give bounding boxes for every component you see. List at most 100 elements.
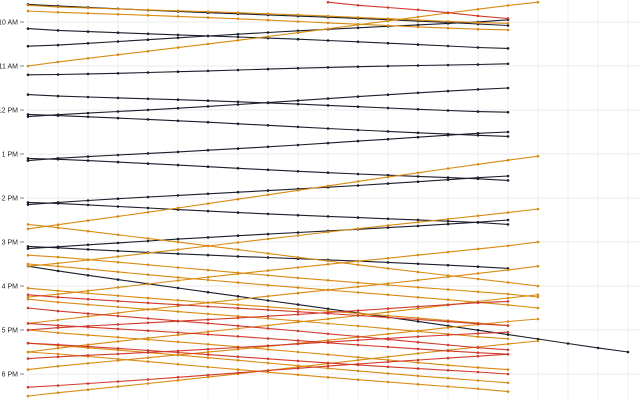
train-stop-4-0	[26, 157, 30, 160]
train-stop-26-5	[176, 248, 180, 251]
train-stop-1-14	[446, 44, 450, 48]
train-stop-11-11	[176, 150, 180, 154]
train-stop-25-8	[266, 193, 270, 197]
train-stop-3-4	[146, 118, 150, 121]
train-stop-19-11	[356, 312, 360, 315]
train-stop-33-10	[326, 332, 330, 336]
train-stop-23-12	[386, 380, 390, 384]
train-stop-18-12	[386, 293, 390, 297]
train-stop-4-6	[206, 165, 210, 168]
train-line-17	[27, 254, 539, 298]
train-stop-8-12	[146, 38, 150, 41]
train-stop-22-6	[206, 356, 210, 360]
train-stop-30-4	[146, 356, 150, 360]
train-stop-15-6	[206, 16, 210, 19]
train-stop-5-8	[266, 212, 270, 216]
train-stop-6-7	[236, 255, 240, 258]
train-stop-8-7	[296, 29, 300, 33]
train-stop-23-10	[326, 376, 330, 379]
train-stop-38-4	[146, 378, 150, 381]
train-stop-23-4	[146, 360, 150, 363]
train-stop-17-15	[476, 290, 480, 294]
train-stop-11-12	[146, 152, 150, 155]
train-stop-26-14	[446, 217, 450, 221]
train-stop-14-0	[26, 4, 30, 7]
train-stop-2-11	[356, 105, 360, 108]
train-stop-27-3	[116, 286, 120, 289]
train-stop-10-9	[236, 103, 240, 106]
train-stop-5-11	[356, 216, 360, 219]
train-stop-5-13	[416, 218, 420, 222]
train-stop-20-11	[356, 324, 360, 328]
train-stop-13-4	[386, 226, 390, 229]
train-stop-6-15	[476, 265, 480, 269]
train-stop-14-3	[116, 7, 120, 11]
train-stop-10-13	[116, 110, 120, 113]
train-stop-8-11	[176, 36, 180, 40]
train-express-35	[26, 341, 510, 376]
train-stop-14-14	[446, 20, 450, 23]
train-stop-23-1	[56, 352, 60, 356]
train-stop-1-12	[386, 41, 390, 45]
train-stop-23-11	[356, 378, 360, 382]
train-stop-5-0	[26, 201, 30, 204]
train-stop-15-7	[236, 17, 240, 21]
train-stop-7-20	[626, 350, 630, 354]
train-stop-27-15	[476, 247, 480, 251]
train-stop-29-9	[296, 320, 300, 324]
train-stop-24-17	[536, 0, 540, 4]
train-stop-21-6	[206, 343, 210, 346]
train-stop-34-8	[266, 337, 270, 340]
train-stop-25-16	[506, 158, 510, 162]
train-stop-18-5	[176, 276, 180, 279]
train-stop-7-16	[506, 333, 510, 336]
train-stop-18-4	[146, 273, 150, 277]
train-stop-16-0	[26, 223, 30, 226]
train-stop-13-11	[176, 237, 180, 241]
train-stop-25-7	[236, 197, 240, 201]
train-stop-10-4	[386, 93, 390, 96]
train-stop-25-9	[296, 189, 300, 192]
train-stop-27-8	[266, 269, 270, 272]
train-stop-15-12	[386, 24, 390, 27]
train-stop-27-6	[206, 275, 210, 279]
y-tick-label-4: 2 PM	[2, 196, 19, 203]
train-stop-35-10	[326, 361, 330, 365]
train-stop-11-7	[296, 143, 300, 147]
train-stop-37-15	[476, 332, 480, 335]
train-stop-10-15	[56, 113, 60, 116]
train-stop-34-5	[176, 331, 180, 334]
train-stop-9-4	[386, 64, 390, 68]
train-stop-19-3	[116, 294, 120, 298]
train-stop-10-6	[326, 97, 330, 100]
train-stop-27-5	[176, 279, 180, 282]
train-stop-20-6	[206, 312, 210, 316]
train-stop-5-3	[116, 205, 120, 208]
train-stop-25-15	[476, 163, 480, 166]
train-stop-2-1	[56, 94, 60, 98]
train-stop-31-5	[176, 379, 180, 382]
train-stop-21-5	[176, 340, 180, 344]
train-line-26	[27, 208, 539, 267]
train-stop-37-9	[296, 342, 300, 346]
train-stop-7-9	[296, 303, 300, 306]
train-stop-16-11	[356, 263, 360, 267]
train-stop-15-8	[266, 18, 270, 22]
train-stop-27-2	[86, 289, 90, 293]
train-stop-7-10	[326, 307, 330, 311]
train-stop-28-6	[206, 301, 210, 305]
train-stop-1-9	[296, 37, 300, 41]
train-limited-25	[26, 154, 540, 231]
train-stop-27-11	[356, 259, 360, 263]
train-stop-28-16	[506, 268, 510, 272]
train-stop-10-2	[446, 89, 450, 93]
train-stop-22-15	[476, 379, 480, 382]
train-stop-27-7	[236, 272, 240, 276]
train-stop-9-5	[356, 65, 360, 68]
train-stop-2-2	[86, 95, 90, 99]
train-stop-35-4	[146, 349, 150, 352]
train-stop-16-3	[116, 233, 120, 237]
train-stop-28-15	[476, 272, 480, 275]
train-stop-15-3	[116, 13, 120, 16]
horizontal-gridlines	[28, 21, 640, 375]
